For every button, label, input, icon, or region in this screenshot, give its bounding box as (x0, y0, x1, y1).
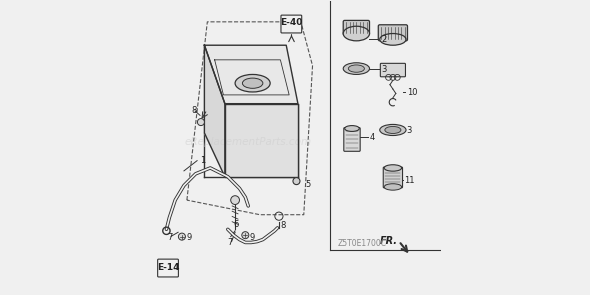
Polygon shape (225, 104, 298, 177)
Ellipse shape (345, 126, 359, 132)
Circle shape (198, 119, 204, 126)
Text: E-14: E-14 (157, 263, 179, 272)
Circle shape (242, 232, 249, 239)
Ellipse shape (235, 74, 270, 92)
Ellipse shape (242, 78, 263, 88)
FancyBboxPatch shape (343, 20, 369, 35)
Circle shape (231, 196, 240, 204)
Text: 7: 7 (228, 238, 233, 247)
Text: 8: 8 (280, 221, 286, 230)
Ellipse shape (380, 124, 406, 135)
Ellipse shape (380, 34, 406, 45)
Text: 9: 9 (186, 233, 191, 242)
Ellipse shape (348, 65, 365, 72)
Ellipse shape (343, 26, 369, 41)
Text: 8: 8 (191, 106, 196, 115)
Text: 6: 6 (234, 220, 239, 230)
Polygon shape (204, 45, 298, 104)
FancyBboxPatch shape (344, 128, 360, 151)
Text: 3: 3 (381, 65, 386, 74)
FancyBboxPatch shape (158, 259, 178, 277)
Text: 5: 5 (305, 180, 310, 189)
Ellipse shape (384, 165, 402, 171)
Text: 2: 2 (381, 35, 386, 45)
Text: 10: 10 (407, 88, 417, 97)
Text: Z5T0E1700C: Z5T0E1700C (337, 240, 386, 248)
Text: FR.: FR. (380, 236, 398, 246)
Text: 3: 3 (407, 126, 412, 135)
FancyBboxPatch shape (378, 25, 408, 41)
Circle shape (178, 233, 185, 240)
Text: 4: 4 (369, 133, 375, 142)
Polygon shape (204, 45, 225, 177)
Text: 1: 1 (200, 156, 205, 165)
Ellipse shape (385, 127, 401, 133)
Text: eReplacementParts.com: eReplacementParts.com (185, 137, 312, 147)
Text: 7: 7 (168, 233, 173, 242)
Text: 9: 9 (250, 233, 255, 242)
FancyBboxPatch shape (384, 167, 402, 188)
Ellipse shape (384, 184, 402, 190)
Circle shape (293, 178, 300, 185)
FancyBboxPatch shape (281, 15, 301, 33)
Ellipse shape (343, 63, 369, 74)
FancyBboxPatch shape (381, 63, 405, 77)
Text: 11: 11 (404, 176, 415, 185)
Text: E-40: E-40 (280, 18, 303, 27)
